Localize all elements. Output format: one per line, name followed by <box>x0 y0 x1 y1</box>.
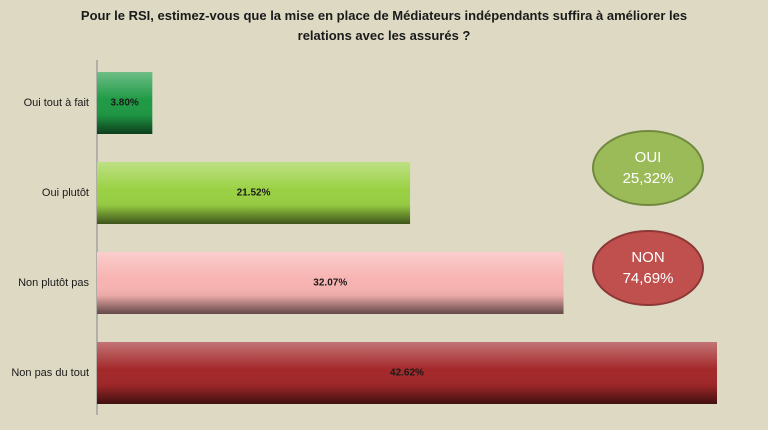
summary-bubble <box>592 130 704 206</box>
summary-text: 25,32% <box>623 170 674 187</box>
chart-title: Pour le RSI, estimez-vous que la mise en… <box>80 8 688 43</box>
summary-text: OUI <box>635 149 662 166</box>
value-label: 32.07% <box>313 278 347 289</box>
value-label: 21.52% <box>237 188 271 199</box>
category-label: Oui tout à fait <box>24 97 89 109</box>
category-label: Non pas du tout <box>11 367 89 379</box>
summary-text: 74,69% <box>623 270 674 287</box>
summary-text: NON <box>631 249 664 266</box>
category-label: Oui plutôt <box>42 187 89 199</box>
bar-shade <box>97 162 411 224</box>
bar-shade <box>97 252 564 314</box>
bar-shade <box>97 342 717 404</box>
value-label: 3.80% <box>110 98 138 109</box>
category-label: Non plutôt pas <box>18 277 89 289</box>
bar-shade <box>97 72 153 134</box>
value-label: 42.62% <box>390 368 424 379</box>
summary-bubble <box>592 230 704 306</box>
